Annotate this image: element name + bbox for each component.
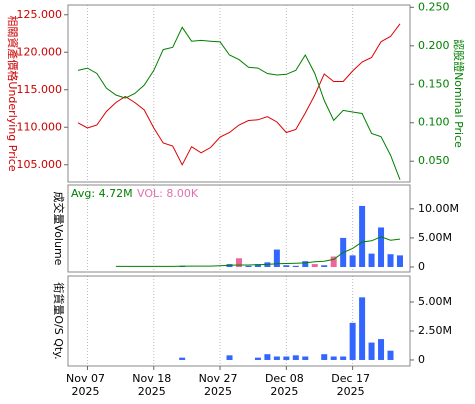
y-tick-label: 0.150 (418, 77, 450, 90)
y-tick-label: 120.000 (17, 45, 63, 58)
axis-title: 認股證Nominal Price (452, 39, 466, 148)
bar (283, 265, 290, 267)
y-tick-label: 0 (418, 353, 425, 366)
bar (321, 354, 328, 360)
bar (359, 205, 366, 267)
plot-frame (67, 4, 411, 183)
x-tick-label: Nov 27 (199, 372, 238, 385)
bar (387, 350, 394, 360)
x-tick-label: 2025 (270, 385, 298, 398)
y-tick-label: 0 (418, 260, 425, 273)
bar (321, 265, 328, 267)
bar (273, 356, 280, 360)
bar (273, 249, 280, 267)
y-tick-label: 0.100 (418, 116, 450, 129)
bar (264, 354, 271, 360)
bar (368, 253, 375, 267)
x-tick-label: 2025 (337, 385, 365, 398)
bar (387, 254, 394, 267)
avg-line (115, 236, 401, 267)
y-tick-label: 2.50M (418, 324, 452, 337)
y-tick-label: 0.250 (418, 0, 450, 13)
axis-title: 相關資產價格Underlying Price (6, 15, 20, 171)
bar (179, 266, 186, 267)
y-tick-label: 0.200 (418, 39, 450, 52)
x-tick-label: 2025 (138, 385, 166, 398)
y-tick-label: 5.00M (418, 295, 452, 308)
bar (226, 355, 233, 360)
x-tick-label: Dec 08 (265, 372, 304, 385)
bar (349, 322, 356, 360)
y-tick-label: 125.000 (17, 8, 63, 21)
bar (292, 265, 299, 267)
bar (368, 342, 375, 360)
x-tick-label: Nov 18 (132, 372, 171, 385)
bar (340, 356, 347, 360)
bar (245, 265, 252, 267)
bar (378, 339, 385, 360)
y-tick-label: 10.00M (418, 202, 459, 215)
y-tick-label: 110.000 (17, 120, 63, 133)
bar (311, 264, 318, 267)
axis-title: 成交量Volume (52, 192, 66, 266)
vol-label: VOL: 8.00K (137, 187, 199, 200)
axis-title: 街貨量O/S Qty. (52, 282, 66, 359)
line-series (77, 26, 401, 180)
x-tick-label: Dec 17 (331, 372, 370, 385)
bar (235, 258, 242, 267)
bar (254, 264, 261, 267)
bar (378, 227, 385, 267)
x-tick-label: 2025 (71, 385, 99, 398)
y-tick-label: 5.00M (418, 231, 452, 244)
x-tick-label: Nov 07 (66, 372, 105, 385)
bar (254, 357, 261, 360)
bar (330, 256, 337, 267)
bar (330, 356, 337, 360)
bar (396, 255, 403, 267)
plot-frame (67, 184, 411, 273)
bar (292, 355, 299, 360)
y-tick-label: 115.000 (17, 83, 63, 96)
avg-label: Avg: 4.72M (71, 187, 133, 200)
bar (283, 356, 290, 360)
x-tick-label: 2025 (204, 385, 232, 398)
bar (302, 261, 309, 267)
bar (302, 356, 309, 360)
bar (349, 255, 356, 267)
plot-frame (67, 275, 411, 367)
bar (359, 297, 366, 360)
y-tick-label: 105.000 (17, 158, 63, 171)
y-tick-label: 0.050 (418, 154, 450, 167)
bar (179, 357, 186, 360)
line-series (77, 23, 401, 166)
